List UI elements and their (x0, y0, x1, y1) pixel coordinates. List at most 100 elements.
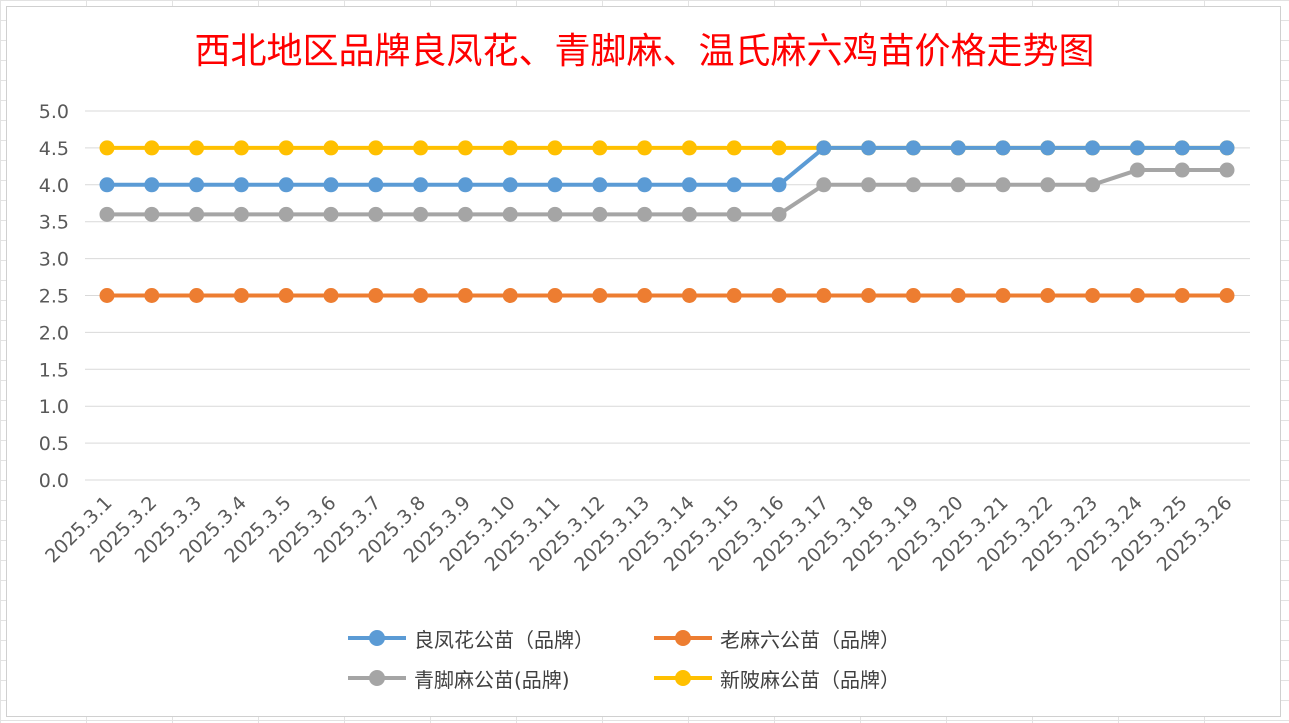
data-point[interactable] (144, 177, 160, 193)
data-point[interactable] (323, 140, 339, 156)
data-point[interactable] (413, 288, 429, 303)
chart-area[interactable] (6, 6, 1281, 717)
data-point[interactable] (681, 140, 697, 156)
data-point[interactable] (457, 288, 473, 303)
data-point[interactable] (637, 140, 653, 156)
series-3[interactable] (99, 162, 1235, 222)
data-point[interactable] (592, 140, 608, 156)
data-point[interactable] (681, 288, 697, 303)
data-point[interactable] (726, 140, 742, 156)
data-point[interactable] (816, 288, 832, 303)
data-point[interactable] (233, 206, 249, 222)
legend-item[interactable]: 新陂麻公苗（品牌） (654, 664, 960, 692)
data-point[interactable] (637, 177, 653, 193)
data-point[interactable] (547, 177, 563, 193)
data-point[interactable] (189, 140, 205, 156)
data-point[interactable] (816, 177, 832, 193)
data-point[interactable] (1129, 288, 1145, 303)
legend-item[interactable]: 青脚麻公苗(品牌) (348, 664, 654, 692)
data-point[interactable] (368, 206, 384, 222)
data-point[interactable] (1129, 140, 1145, 156)
series-2[interactable] (99, 288, 1235, 303)
legend-item[interactable]: 良凤花公苗（品牌） (348, 624, 654, 652)
data-point[interactable] (950, 140, 966, 156)
data-point[interactable] (368, 140, 384, 156)
data-point[interactable] (995, 177, 1011, 193)
legend[interactable]: 良凤花公苗（品牌） 老麻六公苗（品牌） 青脚麻公苗(品牌) 新陂麻公苗（品牌） (348, 624, 968, 692)
series-line[interactable] (107, 168, 1227, 217)
data-point[interactable] (502, 288, 518, 303)
data-point[interactable] (771, 288, 787, 303)
series-line[interactable] (107, 145, 1227, 187)
data-point[interactable] (233, 177, 249, 193)
data-point[interactable] (905, 177, 921, 193)
data-point[interactable] (547, 206, 563, 222)
data-point[interactable] (726, 177, 742, 193)
data-point[interactable] (995, 288, 1011, 303)
data-point[interactable] (905, 140, 921, 156)
data-point[interactable] (278, 140, 294, 156)
data-point[interactable] (99, 177, 115, 193)
data-point[interactable] (771, 177, 787, 193)
data-point[interactable] (1040, 140, 1056, 156)
data-point[interactable] (413, 206, 429, 222)
data-point[interactable] (726, 288, 742, 303)
chart-title[interactable]: 西北地区品牌良凤花、青脚麻、温氏麻六鸡苗价格走势图 (194, 31, 1095, 72)
data-point[interactable] (278, 177, 294, 193)
data-point[interactable] (995, 140, 1011, 156)
data-point[interactable] (861, 288, 877, 303)
data-point[interactable] (1040, 288, 1056, 303)
data-point[interactable] (99, 288, 115, 303)
data-point[interactable] (99, 140, 115, 156)
data-point[interactable] (323, 288, 339, 303)
data-point[interactable] (457, 177, 473, 193)
data-point[interactable] (637, 288, 653, 303)
data-point[interactable] (726, 206, 742, 222)
data-point[interactable] (1219, 162, 1235, 178)
data-point[interactable] (771, 140, 787, 156)
data-point[interactable] (413, 140, 429, 156)
data-point[interactable] (1174, 140, 1190, 156)
data-point[interactable] (144, 140, 160, 156)
data-point[interactable] (413, 177, 429, 193)
data-point[interactable] (368, 288, 384, 303)
data-point[interactable] (637, 206, 653, 222)
data-point[interactable] (1040, 177, 1056, 193)
data-point[interactable] (1174, 288, 1190, 303)
data-point[interactable] (502, 206, 518, 222)
data-point[interactable] (189, 177, 205, 193)
data-point[interactable] (457, 206, 473, 222)
data-point[interactable] (905, 288, 921, 303)
data-point[interactable] (1085, 288, 1101, 303)
data-point[interactable] (457, 140, 473, 156)
data-point[interactable] (99, 206, 115, 222)
data-point[interactable] (547, 140, 563, 156)
data-point[interactable] (681, 177, 697, 193)
data-point[interactable] (861, 177, 877, 193)
data-point[interactable] (144, 206, 160, 222)
data-point[interactable] (592, 206, 608, 222)
data-point[interactable] (233, 140, 249, 156)
data-point[interactable] (323, 206, 339, 222)
data-point[interactable] (233, 288, 249, 303)
data-point[interactable] (816, 140, 832, 156)
data-point[interactable] (771, 206, 787, 222)
data-point[interactable] (681, 206, 697, 222)
data-point[interactable] (278, 288, 294, 303)
data-point[interactable] (144, 288, 160, 303)
data-point[interactable] (1085, 177, 1101, 193)
data-point[interactable] (950, 288, 966, 303)
data-point[interactable] (1129, 162, 1145, 178)
data-point[interactable] (1085, 140, 1101, 156)
data-point[interactable] (502, 140, 518, 156)
data-point[interactable] (861, 140, 877, 156)
data-point[interactable] (189, 288, 205, 303)
data-point[interactable] (1219, 140, 1235, 156)
legend-item[interactable]: 老麻六公苗（品牌） (654, 624, 960, 652)
data-point[interactable] (189, 206, 205, 222)
series-1[interactable] (99, 140, 1235, 193)
data-point[interactable] (1219, 288, 1235, 303)
data-point[interactable] (547, 288, 563, 303)
data-point[interactable] (592, 177, 608, 193)
